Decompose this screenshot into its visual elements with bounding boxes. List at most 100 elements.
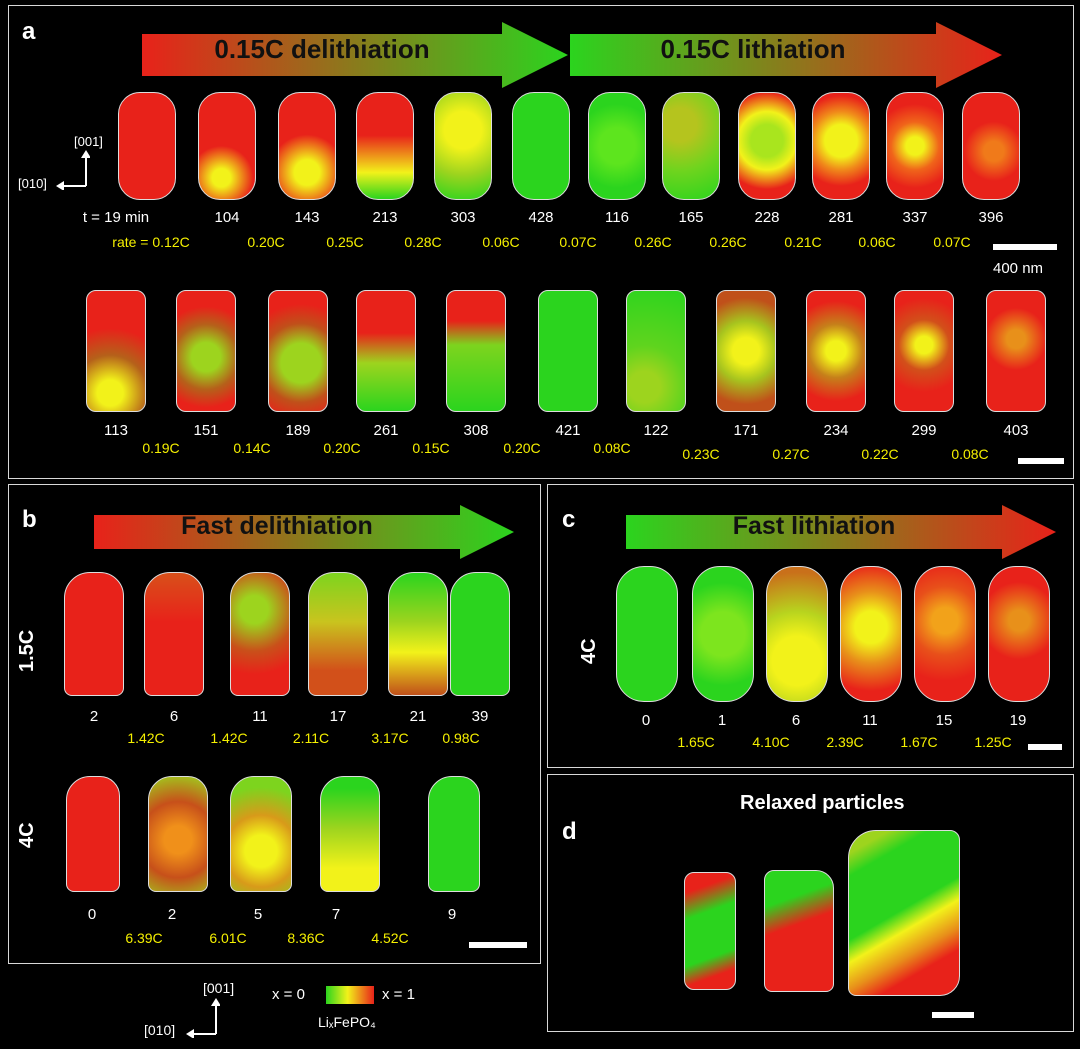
time-label: 39	[471, 708, 489, 725]
delithiation-arrow	[142, 22, 568, 88]
rate-label: 0.26C	[709, 234, 747, 250]
particle-a-row1	[356, 92, 414, 200]
rate-label: 1.25C	[974, 734, 1012, 750]
time-label: 403	[1003, 422, 1029, 439]
particle-c	[616, 566, 678, 702]
rate-label: 0.07C	[933, 234, 971, 250]
rate-label: 1.67C	[900, 734, 938, 750]
particle-a-row1	[812, 92, 870, 200]
particle-a-row2	[538, 290, 598, 412]
time-label: 396	[978, 209, 1004, 226]
row-label-4c-b: 4C	[16, 822, 38, 848]
time-label: 2	[167, 906, 177, 923]
time-label: 7	[331, 906, 341, 923]
time-label: 2	[89, 708, 99, 725]
time-label: 213	[372, 209, 398, 226]
time-label: 299	[911, 422, 937, 439]
particle-b-row1	[388, 572, 448, 696]
panel-d	[547, 774, 1074, 1032]
rate-label: 0.28C	[404, 234, 442, 250]
scale-bar-c	[1028, 744, 1062, 750]
particle-a-row1	[118, 92, 176, 200]
particle-a-row2	[626, 290, 686, 412]
particle-a-row2	[86, 290, 146, 412]
particle-c	[914, 566, 976, 702]
time-label: 0	[87, 906, 97, 923]
relaxed-particle-1	[684, 872, 736, 990]
time-label: 421	[555, 422, 581, 439]
rate-label: 0.20C	[247, 234, 285, 250]
fast-lithiation-arrow	[626, 505, 1056, 559]
panel-a-label: a	[22, 18, 36, 45]
panel-c-label: c	[562, 506, 576, 533]
relaxed-particle-2	[764, 870, 834, 992]
panel-a	[8, 5, 1074, 479]
rate-label: 0.98C	[442, 730, 480, 746]
time-label: 21	[409, 708, 427, 725]
particle-c	[988, 566, 1050, 702]
particle-a-row1	[738, 92, 796, 200]
particle-a-row2	[986, 290, 1046, 412]
legend-axis-010: [010]	[144, 1022, 176, 1038]
rate-label: 0.06C	[858, 234, 896, 250]
panel-b-label: b	[22, 506, 37, 533]
time-label: 171	[733, 422, 759, 439]
particle-b-row1	[144, 572, 204, 696]
particle-a-row2	[806, 290, 866, 412]
rate-label: 2.11C	[292, 730, 330, 746]
lithiation-arrow-text: 0.15C lithiation	[660, 34, 846, 64]
time-label: 6	[169, 708, 179, 725]
time-label: 1	[717, 712, 727, 729]
particle-a-row2	[716, 290, 776, 412]
fast-delithiation-arrow-text: Fast delithiation	[181, 512, 373, 540]
particle-a-row1	[434, 92, 492, 200]
delithiation-arrow-text: 0.15C delithiation	[214, 34, 430, 64]
time-label: 189	[285, 422, 311, 439]
rate-label: 1.42C	[127, 730, 165, 746]
axis-010-label: [010]	[18, 176, 47, 191]
rate-label: 0.20C	[503, 440, 541, 456]
rate-label: 2.39C	[826, 734, 864, 750]
rate-label: 6.39C	[125, 930, 163, 946]
time-label: 6	[791, 712, 801, 729]
particle-a-row2	[446, 290, 506, 412]
particle-a-row2	[268, 290, 328, 412]
rate-label: 0.23C	[682, 446, 720, 462]
particle-b-row1	[450, 572, 510, 696]
particle-b-row1	[64, 572, 124, 696]
scale-bar-d	[932, 1012, 974, 1018]
particle-b-row2	[66, 776, 120, 892]
panel-c	[547, 484, 1074, 768]
rate-label: 4.52C	[371, 930, 409, 946]
row-label-4c-c: 4C	[578, 638, 600, 664]
rate-label: 0.26C	[634, 234, 672, 250]
time-label: 116	[605, 209, 629, 226]
axis-arrows-icon	[56, 150, 90, 190]
time-label: 281	[828, 209, 854, 226]
particle-c	[692, 566, 754, 702]
particle-b-row1	[230, 572, 290, 696]
scale-bar-a2	[1018, 458, 1064, 464]
rate-label: 0.06C	[482, 234, 520, 250]
panel-b	[8, 484, 541, 964]
row-label-1-5c: 1.5C	[16, 629, 38, 672]
lithiation-arrow	[570, 22, 1002, 88]
particle-a-row1	[962, 92, 1020, 200]
particle-a-row2	[356, 290, 416, 412]
time-label: 0	[641, 712, 651, 729]
particle-a-row2	[176, 290, 236, 412]
legend-axis-arrows-icon	[186, 998, 220, 1038]
particle-b-row2	[148, 776, 208, 892]
particle-b-row1	[308, 572, 368, 696]
rate-label: 0.25C	[326, 234, 364, 250]
relaxed-title: Relaxed particles	[740, 792, 905, 814]
time-label: 15	[935, 712, 953, 729]
time-label: 165	[678, 209, 704, 226]
time-label: 337	[902, 209, 928, 226]
time-label: 17	[329, 708, 347, 725]
rate-label: 0.15C	[412, 440, 450, 456]
rate-label: rate = 0.12C	[112, 234, 190, 250]
rate-label: 0.08C	[951, 446, 989, 462]
fast-lithiation-arrow-text: Fast lithiation	[732, 512, 896, 540]
